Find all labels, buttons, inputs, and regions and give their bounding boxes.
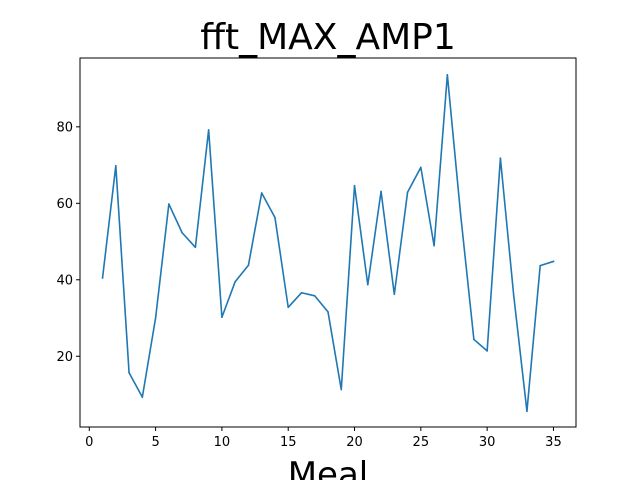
data-point: [168, 203, 170, 205]
data-point: [526, 410, 528, 413]
data-point: [420, 166, 422, 169]
data-point: [154, 317, 157, 319]
x-tick-label: 15: [280, 435, 297, 450]
data-point: [433, 244, 435, 247]
data-point: [340, 388, 343, 391]
data-point: [539, 264, 541, 267]
data-point: [128, 371, 130, 374]
x-tick-label: 5: [151, 435, 159, 450]
y-tick-label: 60: [56, 197, 73, 212]
y-tick-label: 40: [56, 273, 73, 288]
plot-frame: [79, 57, 577, 428]
data-point: [234, 280, 236, 283]
series-line: [101, 74, 555, 413]
x-axis: 0 5 10 15 20 25 30 35: [85, 427, 562, 450]
data-point: [260, 192, 263, 194]
data-point: [207, 129, 210, 131]
series-layer: [101, 74, 555, 413]
plot-area: 0 5 10 15 20 25 30 35 20 40 60 80: [56, 57, 577, 450]
x-tick-label: 30: [479, 435, 496, 450]
data-point: [446, 74, 449, 76]
x-tick-label: 35: [545, 435, 562, 450]
y-tick-label: 20: [56, 350, 73, 365]
data-point: [313, 295, 316, 297]
chart-title: fft_MAX_AMP1: [200, 17, 456, 58]
data-point: [181, 231, 183, 234]
data-point: [194, 246, 197, 249]
x-tick-label: 0: [85, 435, 93, 450]
data-point: [141, 396, 144, 398]
data-point: [393, 293, 396, 296]
data-point: [380, 190, 382, 193]
data-point: [247, 264, 250, 267]
x-axis-label: Meal: [288, 455, 369, 480]
x-tick-label: 10: [214, 435, 231, 450]
data-point: [486, 350, 488, 352]
data-point: [366, 283, 369, 286]
data-point: [459, 213, 462, 216]
data-point: [353, 184, 356, 187]
data-point: [274, 216, 276, 219]
y-axis: 20 40 60 80: [56, 120, 80, 365]
data-point: [473, 338, 475, 341]
x-tick-label: 25: [413, 435, 430, 450]
data-point: [101, 277, 104, 279]
y-tick-label: 80: [56, 120, 73, 135]
data-point: [512, 294, 515, 296]
data-point: [406, 191, 409, 194]
x-tick-label: 20: [346, 435, 363, 450]
data-point: [300, 291, 303, 294]
data-point: [287, 306, 290, 309]
data-point: [499, 157, 502, 159]
data-point: [327, 311, 329, 313]
data-point: [552, 260, 555, 263]
data-point: [221, 316, 223, 319]
data-point: [115, 165, 117, 167]
